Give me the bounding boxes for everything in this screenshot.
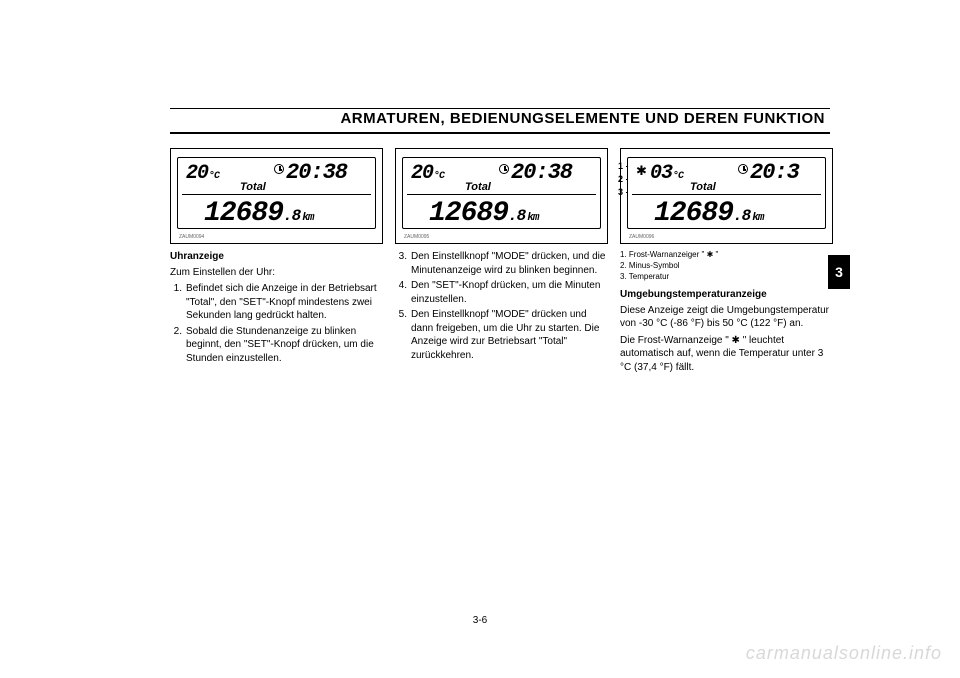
list-item: 5.Den Einstellknopf "MODE" drücken und d…	[395, 308, 608, 362]
clock-icon	[274, 164, 284, 174]
figure-code: ZAUM0094	[179, 234, 204, 241]
lcd-temp: 20°C	[186, 160, 219, 187]
lcd-total-label: Total	[690, 180, 716, 195]
page-title: ARMATUREN, BEDIENUNGSELEMENTE UND DEREN …	[340, 110, 825, 127]
lcd-figure-3: ✱ 03°C 20:3 Total 12689.8km ZAUM0096	[620, 148, 833, 244]
lcd-screen: 20°C 20:38 Total 12689.8km	[402, 157, 601, 229]
lcd-temp-frost: 03°C	[650, 160, 683, 187]
caption-line: 1. Frost-Warnanzeiger " ✱ "	[620, 250, 833, 261]
lcd-odometer: 12689.8km	[429, 195, 538, 229]
body-text: Die Frost-Warnanzeige " ✱ " leuchtet aut…	[620, 334, 833, 375]
content-columns: 20°C 20:38 Total 12689.8km ZAUM0094 Uhra…	[170, 148, 833, 377]
figure-caption: 1. Frost-Warnanzeiger " ✱ " 2. Minus-Sym…	[620, 250, 833, 282]
page-number: 3-6	[0, 615, 960, 626]
clock-icon	[738, 164, 748, 174]
section-heading-ambient: Umgebungstemperaturanzeige	[620, 288, 833, 302]
list-item: 4.Den "SET"-Knopf drücken, um die Minute…	[395, 279, 608, 306]
list-item: 3.Den Einstellknopf "MODE" drücken, und …	[395, 250, 608, 277]
clock-icon	[499, 164, 509, 174]
list-item: 2.Sobald die Stundenanzeige zu blinken b…	[170, 325, 383, 366]
lcd-odometer: 12689.8km	[654, 195, 763, 229]
figure-code: ZAUM0095	[404, 234, 429, 241]
lcd-odometer: 12689.8km	[204, 195, 313, 229]
body-text: Diese Anzeige zeigt die Umgebungstempera…	[620, 304, 833, 331]
caption-line: 3. Temperatur	[620, 272, 833, 283]
header-rule-top	[170, 108, 830, 109]
section-heading-clock: Uhranzeige	[170, 250, 383, 264]
column-2: 20°C 20:38 Total 12689.8km ZAUM0095 3.De…	[395, 148, 608, 377]
steps-list-1: 1.Befindet sich die Anzeige in der Betri…	[170, 282, 383, 365]
lcd-temp: 20°C	[411, 160, 444, 187]
column-1: 20°C 20:38 Total 12689.8km ZAUM0094 Uhra…	[170, 148, 383, 377]
watermark: carmanualsonline.info	[746, 643, 942, 664]
lcd-clock-cut: 20:3	[750, 158, 799, 188]
header-rule-bottom	[170, 132, 830, 134]
figure-code: ZAUM0096	[629, 234, 654, 241]
manual-page: ARMATUREN, BEDIENUNGSELEMENTE UND DEREN …	[0, 0, 960, 678]
lcd-screen: ✱ 03°C 20:3 Total 12689.8km	[627, 157, 826, 229]
lcd-figure-1: 20°C 20:38 Total 12689.8km ZAUM0094	[170, 148, 383, 244]
frost-icon: ✱	[636, 164, 647, 177]
lcd-clock: 20:38	[286, 158, 347, 188]
lcd-total-label: Total	[465, 180, 491, 195]
caption-line: 2. Minus-Symbol	[620, 261, 833, 272]
lcd-screen: 20°C 20:38 Total 12689.8km	[177, 157, 376, 229]
list-item: 1.Befindet sich die Anzeige in der Betri…	[170, 282, 383, 323]
lcd-total-label: Total	[240, 180, 266, 195]
lcd-clock: 20:38	[511, 158, 572, 188]
intro-text: Zum Einstellen der Uhr:	[170, 266, 383, 280]
column-3: 1 2 3 ✱ 03°C 20:3 Total 12689.8km ZAUM00…	[620, 148, 833, 377]
lcd-figure-2: 20°C 20:38 Total 12689.8km ZAUM0095	[395, 148, 608, 244]
steps-list-2: 3.Den Einstellknopf "MODE" drücken, und …	[395, 250, 608, 362]
